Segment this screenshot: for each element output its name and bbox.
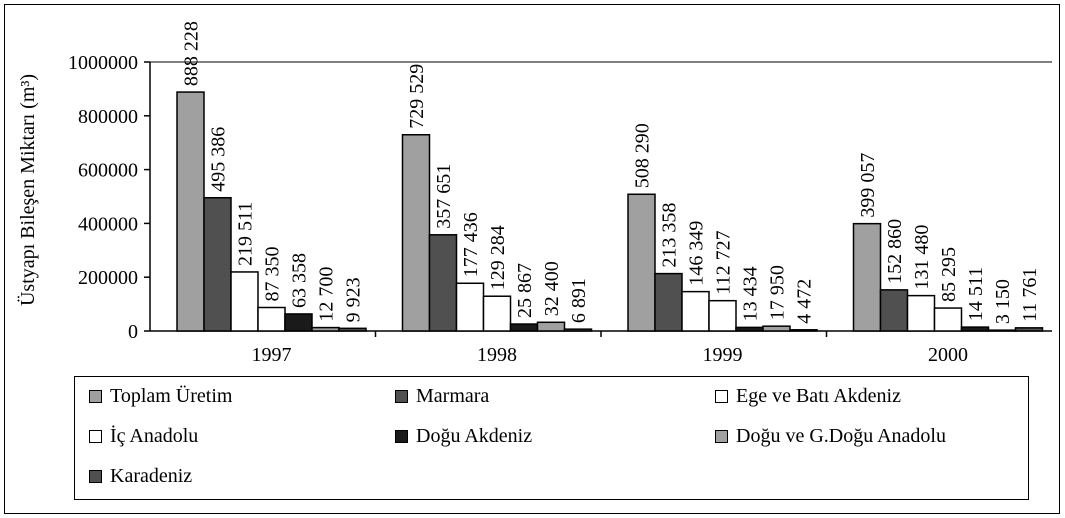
legend-item: Marmara [395,385,489,408]
data-label: 6 891 [568,278,590,323]
bar [789,329,818,332]
legend-label: Toplam Üretim [110,385,233,407]
bar [176,91,205,332]
legend-item: Toplam Üretim [89,385,232,408]
data-label: 399 057 [857,153,879,218]
x-tick-label: 1998 [477,344,517,366]
bar [536,321,566,332]
bar [257,306,286,332]
bar [563,328,593,332]
data-label: 129 284 [487,225,509,290]
bar [401,134,431,332]
legend-label: Karadeniz [110,465,193,487]
legend-label: İç Anadolu [110,425,199,447]
data-label: 219 511 [235,202,257,266]
y-tick-label: 0 [128,321,138,343]
data-label: 17 950 [767,265,789,320]
data-label: 11 761 [1019,268,1041,322]
data-label: 729 529 [406,64,428,129]
bar [933,307,963,332]
legend-item: Doğu Akdeniz [395,425,532,448]
legend-label: Marmara [416,385,490,407]
data-label: 13 434 [740,266,762,321]
bar [284,313,313,332]
bar [1014,327,1044,332]
y-tick-label: 1000000 [68,52,138,74]
data-label: 9 923 [343,277,365,322]
data-label: 495 386 [208,127,230,192]
legend-label: Doğu ve G.Doğu Anadolu [736,425,946,447]
legend-swatch [395,390,408,403]
data-label: 177 436 [460,212,482,277]
legend-swatch [715,390,728,403]
data-label: 63 358 [289,253,311,308]
data-label: 4 472 [794,279,816,324]
bar [852,222,882,332]
y-tick-label: 600000 [78,160,138,182]
legend: Toplam Üretim Marmara Ege ve Batı Akdeniz İ… [74,376,1029,500]
x-tick-label: 1999 [703,344,743,366]
bar [681,290,710,332]
bar [762,325,791,332]
data-label: 131 480 [911,225,933,290]
x-tick-label: 2000 [928,344,968,366]
x-tick-label: 1997 [252,344,292,366]
bar-chart: 0 200000 400000 600000 800000 1000000 1997 1998… [16,21,1052,366]
bar [906,294,936,332]
legend-item: Doğu ve G.Doğu Anadolu [715,425,946,448]
axes: 0 200000 400000 600000 800000 1000000 1997 1998… [68,52,1052,366]
data-label: 888 228 [181,21,203,86]
bar [311,326,340,332]
legend-item: Karadeniz [89,465,192,488]
y-axis-label: Üstyapı Bileşen Miktarı (m³) [16,74,39,306]
bar [987,329,1017,332]
bar [482,295,512,332]
bar [338,327,367,332]
data-label: 25 867 [514,263,536,318]
legend-label: Ege ve Batı Akdeniz [736,385,901,407]
data-label: 12 700 [316,267,338,322]
data-label: 3 150 [992,279,1014,324]
data-label: 32 400 [541,261,563,316]
legend-swatch [89,390,102,403]
bar [627,193,656,332]
data-label: 85 295 [938,247,960,302]
bar [960,326,990,332]
legend-swatch [89,470,102,483]
bar [455,282,485,332]
bar [203,196,232,332]
legend-swatch [395,430,408,443]
y-tick-label: 800000 [78,106,138,128]
legend-swatch [89,430,102,443]
bar [230,271,259,332]
bar [708,299,737,332]
data-label: 152 860 [884,219,906,284]
bar [735,326,764,332]
y-tick-label: 200000 [78,267,138,289]
legend-item: Ege ve Batı Akdeniz [715,385,901,408]
chart-frame [4,4,1060,514]
legend-label: Doğu Akdeniz [416,425,533,447]
bar [428,234,458,332]
y-tick-label: 400000 [78,213,138,235]
data-label: 357 651 [433,164,455,229]
data-label: 112 727 [713,230,735,294]
bar [654,272,683,332]
data-label: 87 350 [262,247,284,302]
legend-item: İç Anadolu [89,425,198,448]
bars [176,91,1044,332]
bar [879,289,909,332]
bar [509,323,539,332]
data-label: 508 290 [632,123,654,188]
data-label: 146 349 [686,221,708,286]
legend-swatch [715,430,728,443]
data-label: 213 358 [659,203,681,268]
data-label: 14 511 [965,267,987,321]
